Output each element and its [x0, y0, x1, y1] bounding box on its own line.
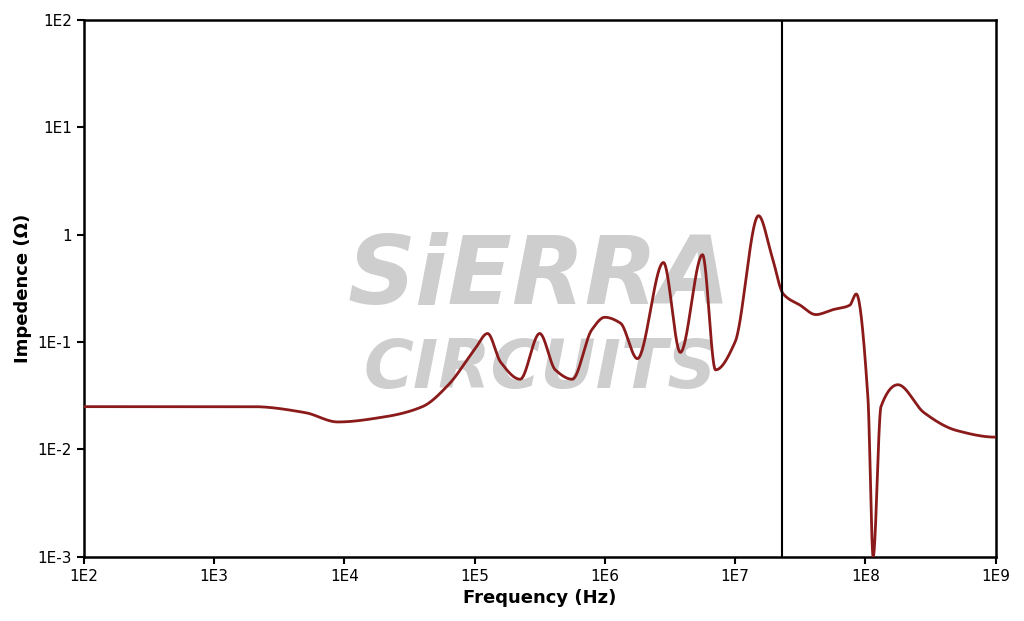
- X-axis label: Frequency (Hz): Frequency (Hz): [463, 589, 616, 607]
- Text: CIRCUITS: CIRCUITS: [364, 336, 717, 402]
- Y-axis label: Impedence (Ω): Impedence (Ω): [14, 214, 32, 363]
- Text: SiERRA: SiERRA: [348, 232, 731, 324]
